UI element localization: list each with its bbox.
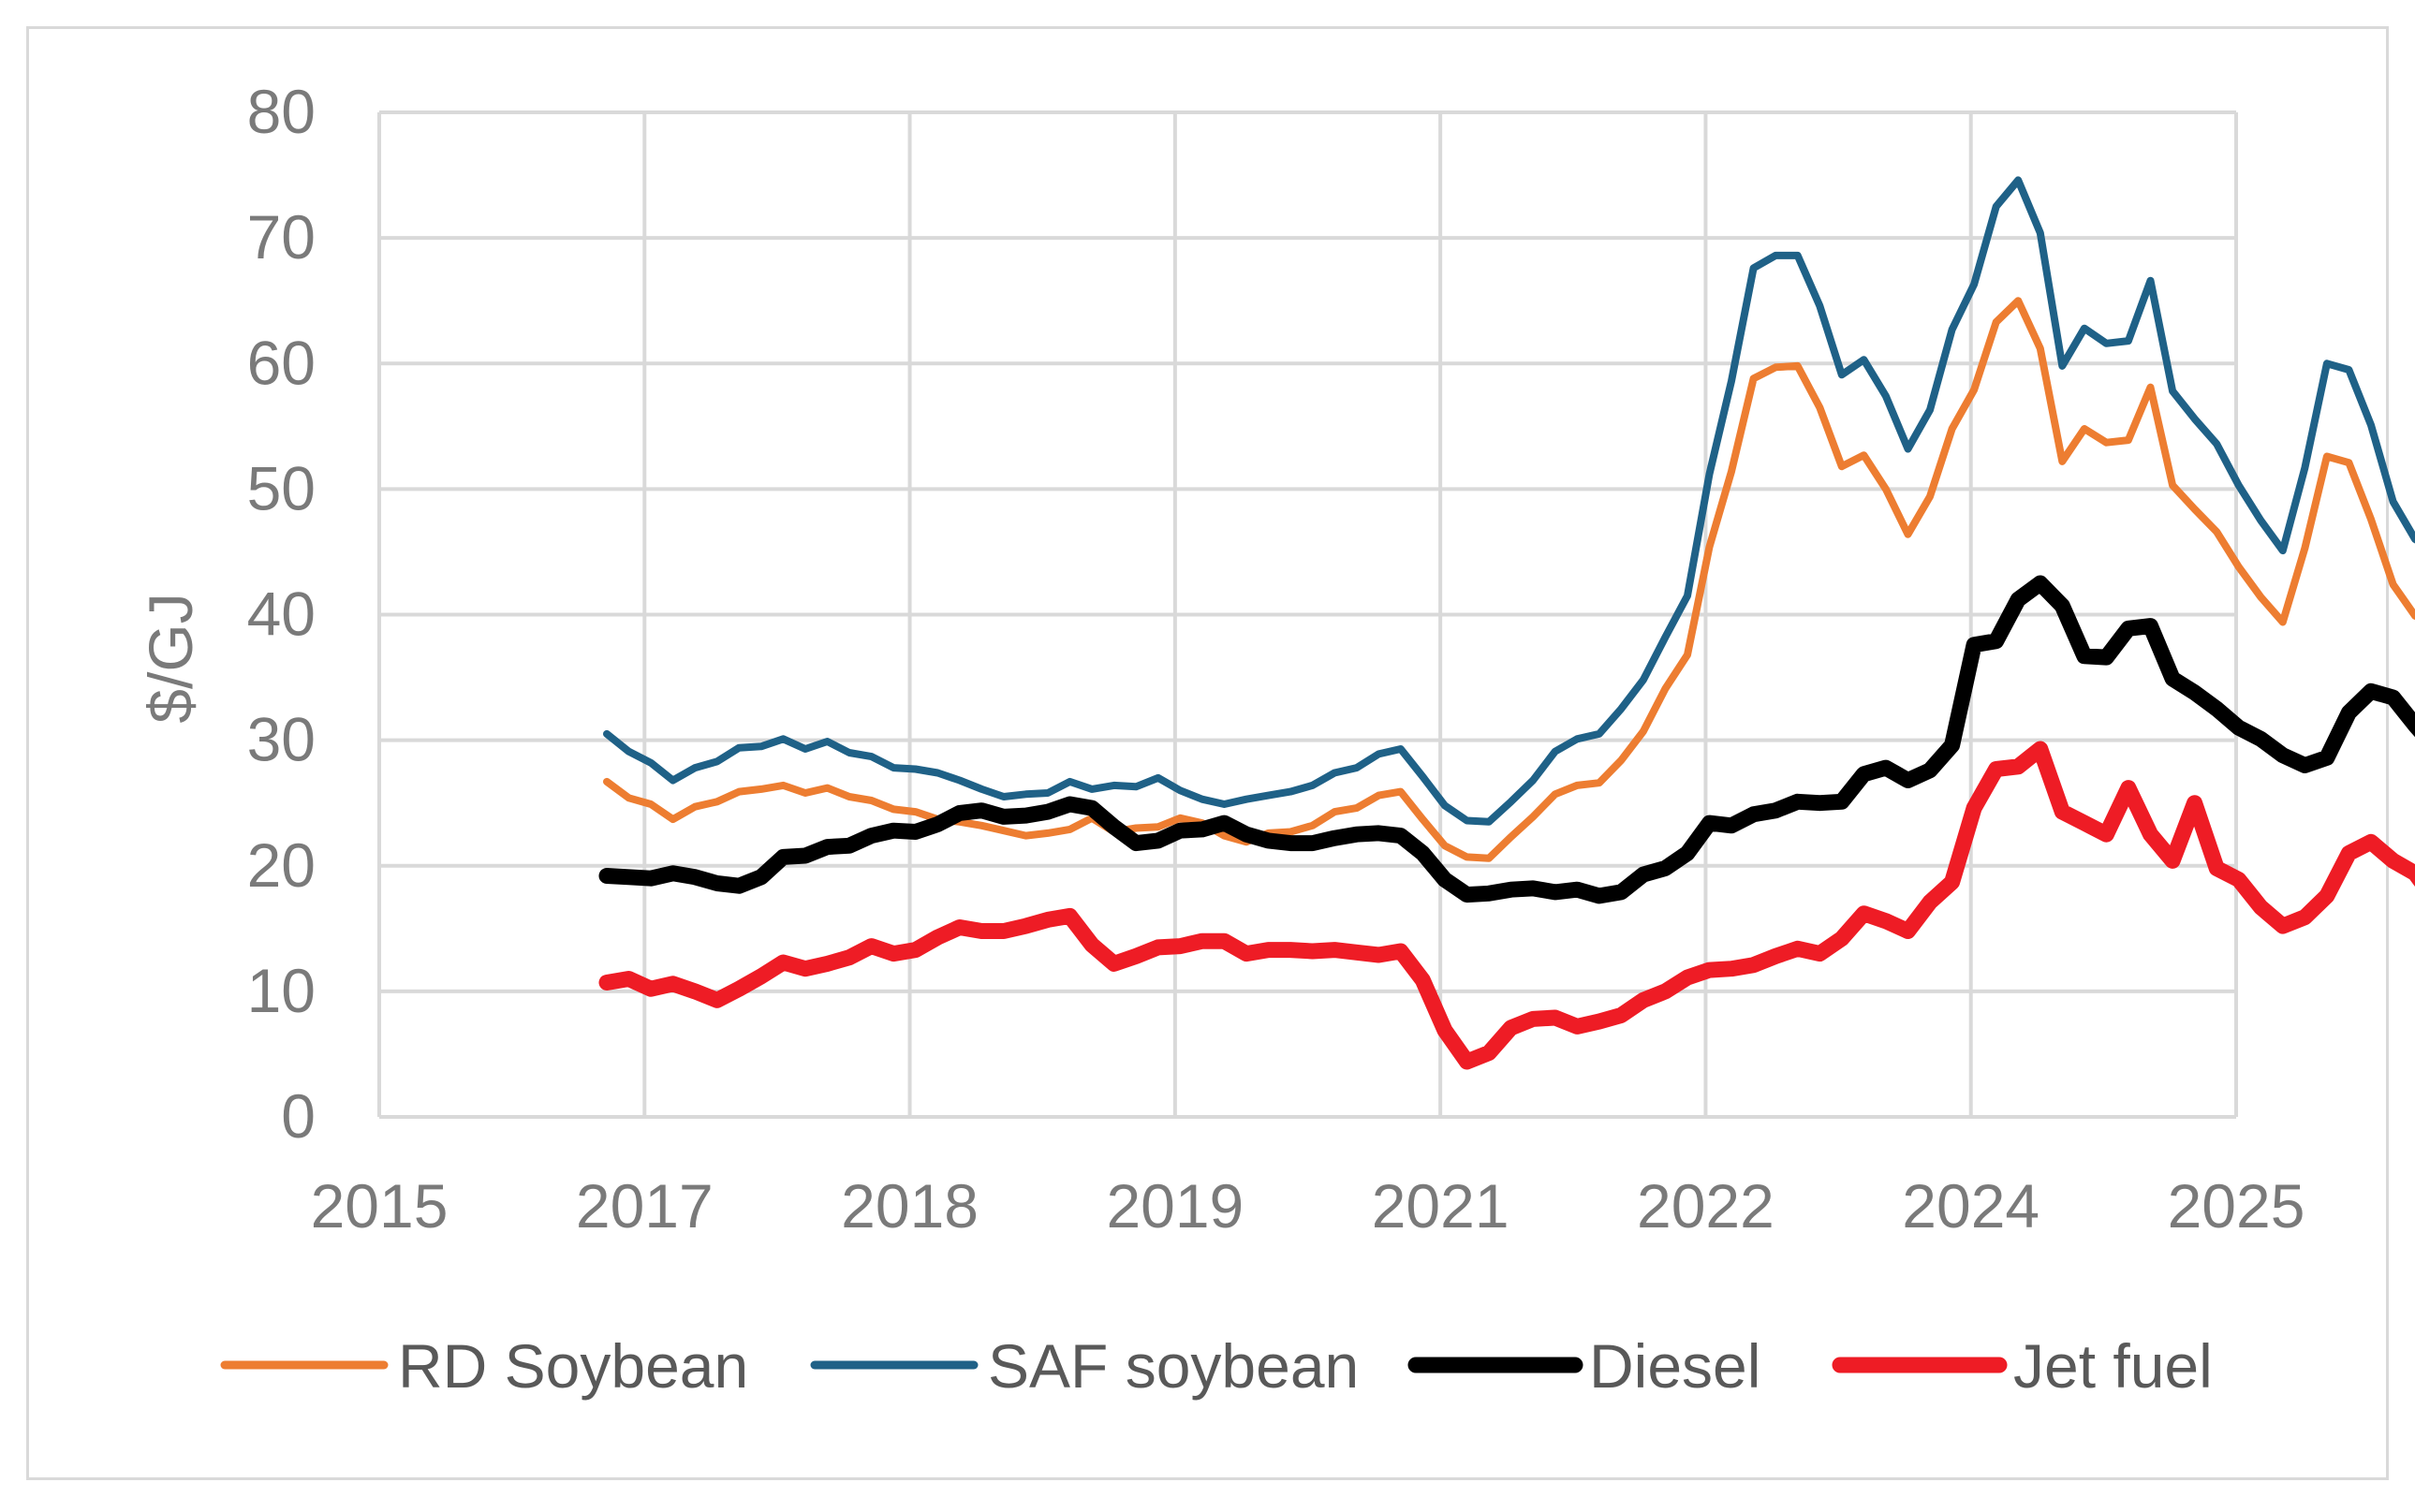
y-axis-ticks: 0 10 20 30 40 50 60 70 80 xyxy=(247,77,316,1151)
legend: RD Soybean SAF soybean Diesel Jet fuel xyxy=(220,1331,2213,1401)
y-tick-label: 0 xyxy=(281,1081,316,1151)
series-line-saf-soybean xyxy=(603,176,2415,826)
y-tick-label: 50 xyxy=(247,453,316,522)
y-tick-label: 10 xyxy=(247,956,316,1025)
legend-label: Jet fuel xyxy=(2013,1331,2213,1401)
series-line-jet-fuel xyxy=(598,741,2415,1070)
gridlines xyxy=(377,110,2238,1119)
y-tick-label: 70 xyxy=(247,202,316,272)
x-tick-label: 2018 xyxy=(841,1171,979,1240)
chart-frame xyxy=(26,26,2389,1480)
x-tick-label: 2019 xyxy=(1106,1171,1244,1240)
series-lines xyxy=(598,176,2415,1070)
y-tick-label: 40 xyxy=(247,580,316,649)
x-tick-label: 2024 xyxy=(1902,1171,2039,1240)
y-tick-label: 30 xyxy=(247,705,316,774)
y-tick-label: 60 xyxy=(247,328,316,397)
legend-label: Diesel xyxy=(1589,1331,1760,1401)
x-axis-ticks: 2015 2017 2018 2019 2021 2022 2024 2025 xyxy=(311,1171,2305,1240)
x-tick-label: 2022 xyxy=(1637,1171,1774,1240)
series-line-rd-soybean xyxy=(603,297,2415,862)
legend-label: SAF soybean xyxy=(988,1331,1359,1401)
y-tick-label: 20 xyxy=(247,830,316,900)
series-line-diesel xyxy=(598,575,2415,904)
y-axis-title: $/GJ xyxy=(136,593,205,723)
x-tick-label: 2015 xyxy=(311,1171,449,1240)
x-tick-label: 2017 xyxy=(576,1171,714,1240)
legend-label: RD Soybean xyxy=(398,1331,748,1401)
x-tick-label: 2021 xyxy=(1372,1171,1509,1240)
x-tick-label: 2025 xyxy=(2168,1171,2305,1240)
y-tick-label: 80 xyxy=(247,77,316,146)
